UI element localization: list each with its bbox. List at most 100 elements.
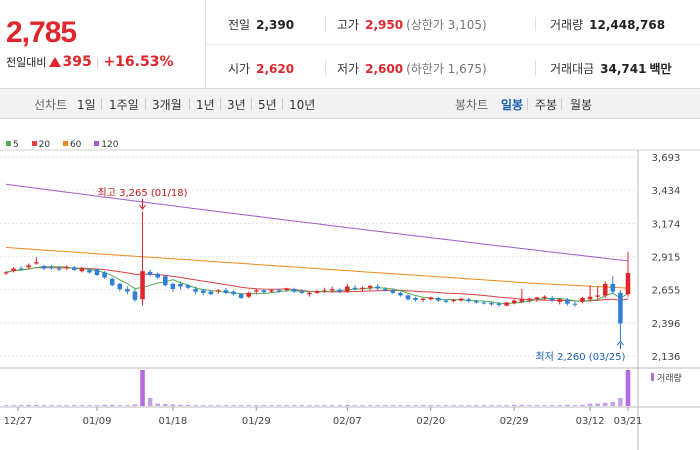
volume-bar <box>246 405 252 406</box>
prev-close-value: 2,390 <box>256 18 295 32</box>
period-1d-button[interactable]: 1일 <box>77 98 96 112</box>
low-annotation: 최저 2,260 (03/25) <box>535 351 625 363</box>
volume-bar <box>49 405 54 406</box>
volume-bar <box>398 405 403 406</box>
period-5y-button[interactable]: 5년 <box>258 98 277 112</box>
candle-body <box>489 303 494 305</box>
change-amount: 395 <box>62 54 92 70</box>
open-stat: 시가 2,620 <box>228 60 294 77</box>
candle-body <box>549 297 555 301</box>
volume-bar <box>602 402 608 406</box>
candle-body <box>511 300 517 304</box>
candle-body <box>163 276 168 286</box>
period-10y-button[interactable]: 10년 <box>289 98 316 112</box>
volume-bar <box>11 405 16 406</box>
volume-bar <box>200 405 206 406</box>
candle-body <box>413 297 418 300</box>
candle-body <box>26 265 32 268</box>
volume-bar <box>238 405 244 406</box>
candle-body <box>466 299 471 302</box>
change-label: 전일대비 <box>6 56 47 69</box>
volume-bar <box>299 405 305 406</box>
candle-body <box>155 273 160 278</box>
candle-body <box>557 299 563 302</box>
volume-bar <box>231 405 236 406</box>
x-tick-label: 02/29 <box>500 416 529 427</box>
period-3y-button[interactable]: 3년 <box>227 98 246 112</box>
volume-bar <box>307 405 312 406</box>
volume-bar <box>254 405 259 406</box>
volume-bar <box>572 405 578 406</box>
candle-monthly-button[interactable]: 월봉 <box>570 98 593 112</box>
candle-weekly-button[interactable]: 주봉 <box>535 98 558 112</box>
volume-bar <box>580 404 585 406</box>
volume-bar <box>458 405 464 406</box>
volume-bar <box>420 405 426 406</box>
price-summary: 2,785 전일대비 395 | +16.53% 전일 2,390 고가 2,950 (상한… <box>0 0 700 89</box>
candle-body <box>3 272 9 274</box>
volume-bar <box>87 405 92 406</box>
candle-body <box>625 273 631 295</box>
x-tick-label: 12/27 <box>4 416 33 427</box>
volume-bar <box>618 398 623 406</box>
up-triangle-icon <box>49 57 62 67</box>
candle-body <box>170 283 176 290</box>
candle-body <box>367 285 373 288</box>
volume-bar <box>125 405 130 406</box>
candle-body <box>261 290 267 293</box>
candle-body <box>200 290 206 293</box>
candle-daily-button[interactable]: 일봉 <box>501 98 524 112</box>
candle-body <box>398 292 403 296</box>
candle-chart-label: 봉차트 <box>455 98 489 112</box>
volume-bar <box>519 404 525 406</box>
volume-bar <box>413 405 418 406</box>
ma-legend: 5 20 60 120 <box>6 140 128 150</box>
x-tick-label: 01/09 <box>83 416 112 427</box>
candle-body <box>208 291 214 295</box>
lower-limit: (하한가 1,675) <box>406 62 487 76</box>
y-tick-label: 3,434 <box>652 186 681 197</box>
high-value: 2,950 <box>365 18 404 32</box>
volume-bar <box>436 405 441 406</box>
volume-bar <box>489 405 494 406</box>
volume-bar <box>132 404 138 406</box>
candle-body <box>125 289 130 292</box>
x-tick-label: 03/12 <box>576 416 605 427</box>
candle-body <box>291 289 297 292</box>
volume-bar <box>34 404 39 406</box>
period-3m-button[interactable]: 3개월 <box>152 98 182 112</box>
prev-close-label: 전일 <box>228 18 251 32</box>
volume-bar <box>496 405 502 406</box>
candle-body <box>443 300 449 302</box>
x-tick-label: 02/20 <box>416 416 445 427</box>
volume-bar <box>565 404 570 406</box>
candle-body <box>618 292 623 324</box>
volume-bar <box>405 405 411 406</box>
open-value: 2,620 <box>256 62 295 76</box>
ma120-line <box>5 183 629 262</box>
volume-bar <box>163 404 168 406</box>
volume-bar <box>360 405 365 406</box>
volume-bar <box>527 405 532 406</box>
volume-bar <box>549 405 555 406</box>
candle-body <box>360 287 365 290</box>
candle-body <box>71 267 77 270</box>
volume-bar <box>542 405 547 406</box>
period-1w-button[interactable]: 1주일 <box>109 98 139 112</box>
volume-bar <box>193 405 198 406</box>
ma20-line <box>5 267 629 302</box>
low-label: 저가 <box>337 62 360 76</box>
upper-limit: (상한가 3,105) <box>406 18 487 32</box>
low-stat: 저가 2,600 (하한가 1,675) <box>337 60 487 77</box>
y-tick-label: 2,915 <box>652 252 681 263</box>
candle-body <box>87 269 92 273</box>
volume-bar <box>352 405 358 406</box>
chart-toolbar: 선차트 1일 1주일 3개월 1년 3년 5년 10년 봉차트 일봉 주봉 월봉 <box>0 89 700 119</box>
ma60-line <box>5 247 629 289</box>
volume-bar <box>109 404 115 406</box>
period-1y-button[interactable]: 1년 <box>196 98 215 112</box>
volume-bar <box>18 405 24 406</box>
volume-bar <box>322 405 327 406</box>
candle-body <box>34 262 39 264</box>
